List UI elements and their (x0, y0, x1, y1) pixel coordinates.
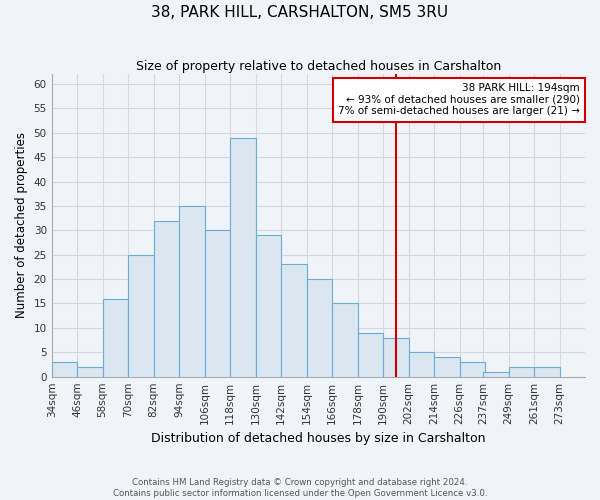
Bar (332, 304, 358, 376)
Bar (483, 372, 509, 376)
Bar (52, 362, 77, 376)
Bar (154, 220, 179, 376)
Bar (358, 333, 383, 376)
Bar (383, 338, 409, 376)
Bar (460, 362, 485, 376)
Bar (128, 254, 154, 376)
Bar (179, 206, 205, 376)
Bar (230, 138, 256, 376)
Bar (256, 235, 281, 376)
Y-axis label: Number of detached properties: Number of detached properties (15, 132, 28, 318)
X-axis label: Distribution of detached houses by size in Carshalton: Distribution of detached houses by size … (151, 432, 485, 445)
Bar (103, 298, 128, 376)
Bar (281, 264, 307, 376)
Bar (77, 367, 103, 376)
Bar (434, 357, 460, 376)
Bar (409, 352, 434, 376)
Text: 38, PARK HILL, CARSHALTON, SM5 3RU: 38, PARK HILL, CARSHALTON, SM5 3RU (151, 5, 449, 20)
Bar (509, 367, 534, 376)
Bar (534, 367, 560, 376)
Bar (205, 230, 230, 376)
Title: Size of property relative to detached houses in Carshalton: Size of property relative to detached ho… (136, 60, 501, 73)
Text: 38 PARK HILL: 194sqm
← 93% of detached houses are smaller (290)
7% of semi-detac: 38 PARK HILL: 194sqm ← 93% of detached h… (338, 83, 580, 116)
Text: Contains HM Land Registry data © Crown copyright and database right 2024.
Contai: Contains HM Land Registry data © Crown c… (113, 478, 487, 498)
Bar (307, 279, 332, 376)
